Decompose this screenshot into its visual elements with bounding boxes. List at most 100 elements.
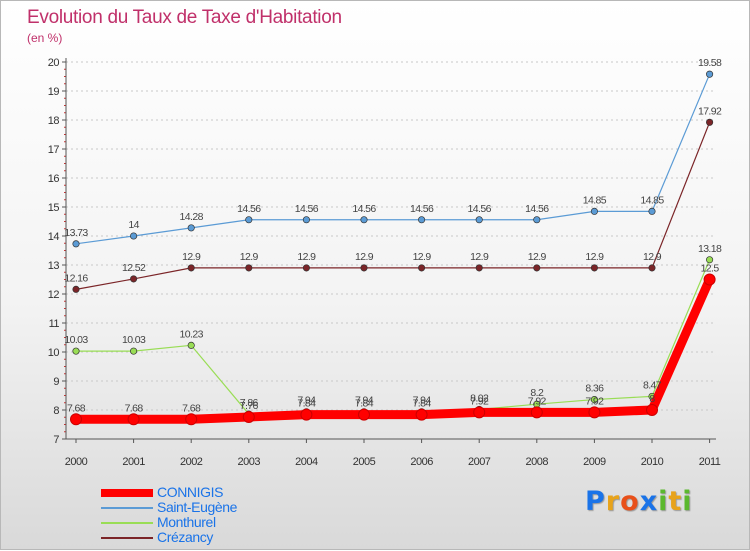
data-label: 12.9 [643, 251, 662, 263]
data-point [473, 406, 486, 419]
x-tick-label: 2010 [641, 456, 664, 468]
data-point [187, 224, 195, 232]
data-label: 14.85 [640, 194, 664, 206]
data-label: 12.9 [413, 251, 432, 263]
logo-letter: o [620, 486, 640, 517]
data-point [242, 410, 255, 423]
data-label: 7.86 [240, 397, 259, 409]
data-label: 8.47 [643, 379, 662, 391]
proxiti-logo: Proxiti [585, 486, 693, 517]
data-label: 7.92 [470, 395, 489, 407]
series-line-monthurel [75, 259, 711, 415]
legend-swatch [101, 489, 153, 497]
logo-letter: t [668, 486, 683, 517]
data-label: 14.28 [180, 211, 204, 223]
data-point [245, 264, 253, 272]
x-tick-label: 2009 [583, 456, 606, 468]
legend-item: Crézancy [101, 529, 361, 546]
legend-label: CONNIGIS [157, 484, 224, 500]
data-label: 10.23 [180, 328, 204, 340]
data-point [418, 264, 426, 272]
x-tick-label: 2001 [122, 456, 145, 468]
y-tick-label: 19 [48, 86, 60, 98]
logo-letter: i [658, 486, 669, 517]
logo-letter: r [605, 486, 621, 517]
y-tick-label: 18 [48, 115, 60, 127]
data-point [590, 264, 598, 272]
data-point [70, 413, 82, 426]
data-label: 14.56 [237, 203, 261, 215]
x-tick-label: 2007 [468, 456, 491, 468]
x-tick-label: 2004 [295, 456, 318, 468]
series-line-connigis [71, 275, 715, 424]
data-point [130, 232, 138, 240]
data-point [530, 406, 543, 419]
x-tick-label: 2006 [410, 456, 433, 468]
data-point [415, 408, 428, 421]
chart-title: Evolution du Taux de Taxe d'Habitation [27, 7, 342, 28]
data-point [72, 285, 80, 293]
data-point [245, 216, 253, 224]
data-label: 8.02 [470, 392, 489, 404]
data-label: 14.56 [352, 203, 376, 215]
data-label: 7.68 [182, 402, 201, 414]
legend-item: Monthurel [101, 514, 361, 531]
data-label: 14.56 [295, 203, 319, 215]
data-point [187, 341, 195, 349]
data-label: 8.2 [530, 387, 544, 399]
y-tick-label: 7 [53, 434, 59, 446]
x-tick-label: 2011 [699, 456, 721, 468]
data-point [590, 396, 598, 404]
x-tick-label: 2008 [526, 456, 549, 468]
data-point [533, 264, 541, 272]
data-label: 12.16 [64, 272, 88, 284]
y-tick-label: 10 [48, 347, 60, 359]
data-label: 13.73 [64, 227, 88, 239]
data-point [703, 273, 716, 286]
data-label: 13.18 [698, 243, 722, 255]
y-tick-label: 14 [48, 231, 60, 243]
data-point [72, 347, 80, 355]
data-label: 14 [128, 219, 139, 231]
legend-item: Saint-Eugène [101, 499, 361, 516]
data-point [127, 413, 140, 426]
y-tick-label: 15 [48, 202, 60, 214]
y-tick-label: 12 [48, 289, 60, 301]
data-label: 7.94 [355, 395, 374, 407]
legend-label: Crézancy [157, 529, 213, 545]
data-label: 8 [649, 393, 655, 405]
legend-label: Saint-Eugène [157, 499, 238, 515]
logo-letter: P [585, 486, 606, 517]
data-point [648, 264, 656, 272]
data-point [706, 256, 714, 264]
data-point [302, 216, 310, 224]
data-label: 10.03 [122, 334, 146, 346]
data-label: 14.56 [410, 203, 434, 215]
data-point [300, 408, 313, 421]
data-label: 7.76 [240, 400, 259, 412]
y-tick-label: 11 [49, 318, 60, 330]
data-label: 12.9 [355, 251, 374, 263]
y-tick-label: 13 [48, 260, 60, 272]
data-point [72, 240, 80, 248]
data-label: 7.92 [585, 395, 604, 407]
data-label: 12.9 [470, 251, 489, 263]
data-label: 7.84 [297, 398, 316, 410]
series-line-cr-zancy [75, 121, 711, 290]
data-label: 7.92 [528, 395, 547, 407]
data-point [648, 207, 656, 215]
data-point [360, 216, 368, 224]
data-point [130, 275, 138, 283]
data-point [187, 264, 195, 272]
data-label: 12.9 [297, 251, 316, 263]
data-point [358, 408, 370, 421]
legend-label: Monthurel [157, 514, 216, 530]
data-label: 19.58 [698, 57, 722, 69]
x-tick-label: 2003 [238, 456, 261, 468]
data-label: 7.94 [413, 395, 432, 407]
logo-letter: i [682, 486, 693, 517]
series-line-saint-eug-ne [75, 73, 711, 245]
data-label: 12.52 [122, 262, 146, 274]
